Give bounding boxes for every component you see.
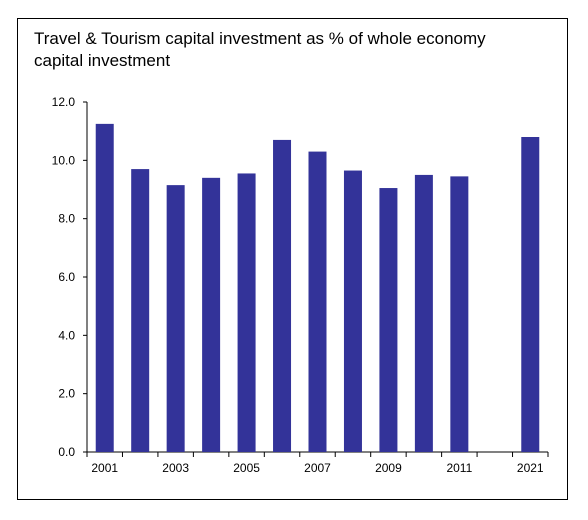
bar-2006: [273, 139, 292, 452]
x-tick-label: 2009: [375, 461, 402, 475]
bar-2001: [95, 123, 114, 452]
bar-2009: [379, 188, 398, 452]
bar-2004: [202, 177, 221, 453]
bar-2010: [414, 174, 433, 452]
x-tick-label: 2011: [446, 461, 472, 475]
x-tick-label: 2021: [517, 461, 544, 475]
bar-2008: [343, 170, 362, 452]
x-tick-label: 2003: [162, 461, 189, 475]
bar-2005: [237, 173, 256, 453]
y-tick-label: 4.0: [58, 328, 75, 342]
y-tick-label: 2.0: [58, 387, 75, 401]
bar-2002: [131, 169, 150, 453]
x-tick-label: 2005: [233, 461, 260, 475]
bar-2021: [521, 137, 540, 452]
y-tick-label: 0.0: [58, 445, 75, 459]
bar-2003: [166, 185, 185, 452]
bar-2007: [308, 151, 327, 453]
y-tick-label: 10.0: [52, 153, 76, 167]
bars: [95, 123, 540, 453]
x-tick-label: 2007: [304, 461, 331, 475]
chart-title: Travel & Tourism capital investment as %…: [34, 29, 486, 70]
x-axis: 2001 2003 2005 2007 2009 2011 2021: [86, 451, 549, 475]
y-tick-label: 8.0: [58, 212, 75, 226]
x-tick-label: 2001: [91, 461, 118, 475]
y-tick-label: 12.0: [52, 95, 76, 109]
bar-2011: [450, 176, 469, 452]
y-tick-label: 6.0: [58, 270, 75, 284]
y-axis: 0.0 2.0 4.0 6.0 8.0 10.0 12.0: [52, 95, 88, 459]
